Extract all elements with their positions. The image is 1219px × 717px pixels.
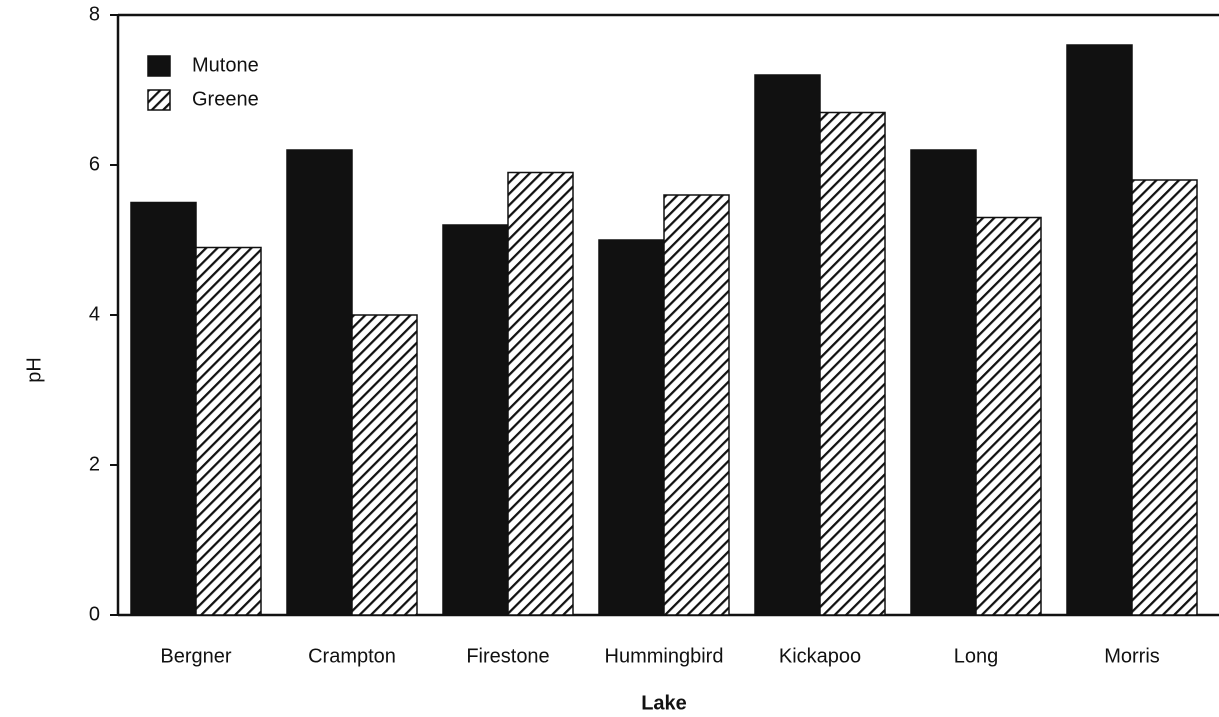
legend-label: Mutone bbox=[192, 54, 259, 76]
x-tick-label: Bergner bbox=[160, 645, 231, 667]
x-tick-label: Long bbox=[954, 645, 999, 667]
bar bbox=[1066, 44, 1133, 616]
bar bbox=[286, 149, 353, 616]
bar bbox=[195, 246, 262, 616]
y-tick-label: 6 bbox=[89, 153, 100, 175]
y-tick-label: 2 bbox=[89, 453, 100, 475]
x-axis-label: Lake bbox=[641, 692, 687, 714]
bar bbox=[819, 111, 886, 616]
y-tick-label: 4 bbox=[89, 303, 100, 325]
x-tick-label: Morris bbox=[1104, 645, 1160, 667]
bar bbox=[442, 224, 509, 616]
legend-label: Greene bbox=[192, 88, 259, 110]
x-tick-label: Firestone bbox=[466, 645, 549, 667]
x-tick-label: Kickapoo bbox=[779, 645, 861, 667]
bar bbox=[754, 74, 821, 616]
bar bbox=[598, 239, 665, 616]
bar bbox=[663, 194, 730, 616]
legend-swatch bbox=[147, 89, 171, 111]
legend-swatch bbox=[147, 55, 171, 77]
bar bbox=[910, 149, 977, 616]
bar bbox=[507, 171, 574, 616]
y-tick-label: 0 bbox=[89, 603, 100, 625]
bar bbox=[351, 314, 418, 616]
x-tick-label: Crampton bbox=[308, 645, 396, 667]
bar bbox=[1131, 179, 1198, 616]
y-tick-label: 8 bbox=[89, 3, 100, 25]
bar bbox=[130, 201, 197, 616]
y-axis-label: pH bbox=[23, 357, 45, 383]
bar bbox=[975, 216, 1042, 616]
x-tick-label: Hummingbird bbox=[605, 645, 724, 667]
